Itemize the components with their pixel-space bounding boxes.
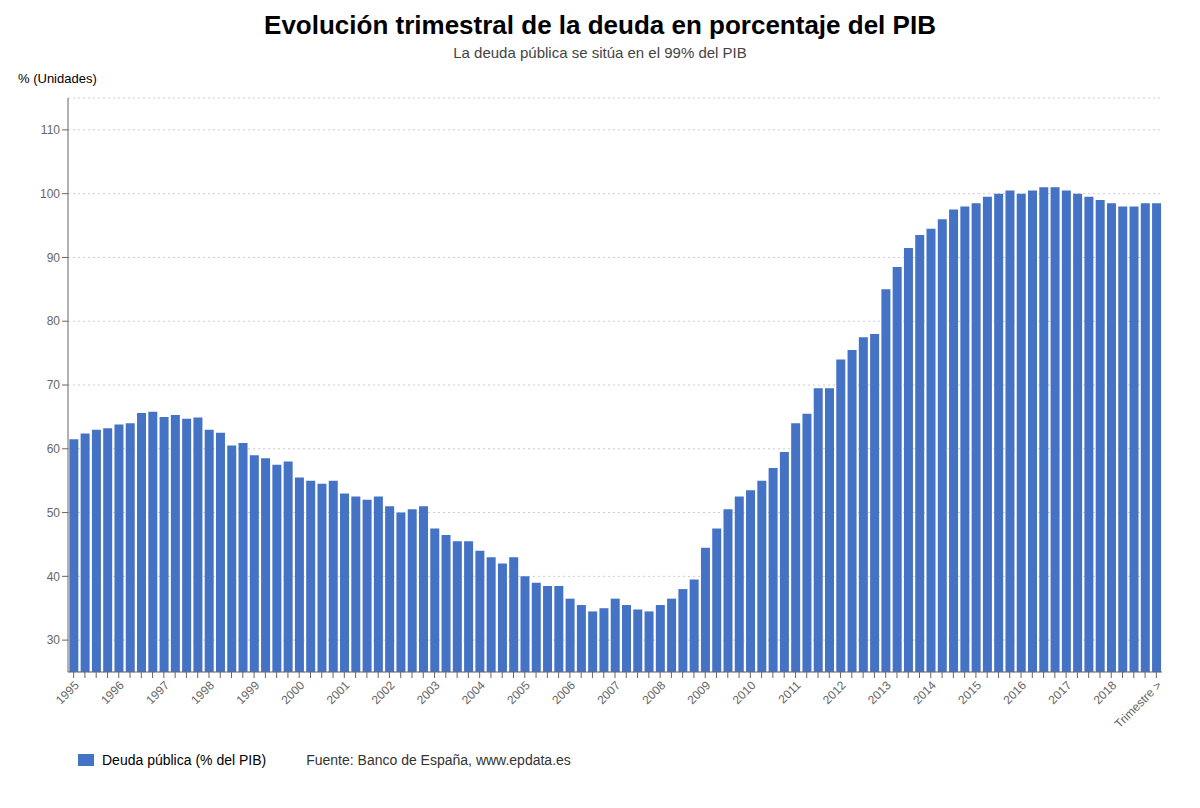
svg-text:2016: 2016 bbox=[1000, 678, 1029, 707]
svg-text:2005: 2005 bbox=[504, 678, 533, 707]
svg-text:60: 60 bbox=[47, 442, 61, 456]
html-text:Deuda pública (% del PIB): Deuda pública (% del PIB) bbox=[102, 752, 267, 768]
svg-text:2008: 2008 bbox=[639, 678, 668, 707]
html-text:Fuente: Banco de España, www.e: Fuente: Banco de España, www.epdata.es bbox=[306, 752, 571, 768]
svg-text:110: 110 bbox=[41, 123, 60, 137]
svg-text:Trimestre >: Trimestre > bbox=[1112, 678, 1165, 731]
svg-text:2001: 2001 bbox=[324, 678, 353, 707]
html-text:% (Unidades): % (Unidades) bbox=[18, 71, 97, 86]
svg-text:2003: 2003 bbox=[414, 678, 443, 707]
svg-text:100: 100 bbox=[40, 187, 60, 201]
svg-text:1997: 1997 bbox=[143, 678, 172, 707]
html-text:La deuda pública se sitúa en e: La deuda pública se sitúa en el 99% del … bbox=[453, 44, 747, 61]
svg-text:70: 70 bbox=[47, 378, 61, 392]
svg-text:2011: 2011 bbox=[775, 678, 803, 706]
svg-text:1995: 1995 bbox=[53, 678, 82, 707]
svg-text:80: 80 bbox=[47, 314, 61, 328]
svg-text:2013: 2013 bbox=[865, 678, 894, 707]
svg-text:2012: 2012 bbox=[820, 678, 849, 707]
svg-text:2018: 2018 bbox=[1091, 678, 1120, 707]
svg-text:2000: 2000 bbox=[279, 678, 308, 707]
svg-text:30: 30 bbox=[47, 633, 61, 647]
svg-text:2010: 2010 bbox=[730, 678, 759, 707]
svg-text:50: 50 bbox=[47, 506, 61, 520]
svg-text:90: 90 bbox=[47, 251, 61, 265]
html-text:Evolución trimestral de la deu: Evolución trimestral de la deuda en porc… bbox=[264, 10, 936, 40]
svg-text:2009: 2009 bbox=[685, 678, 714, 707]
svg-text:2014: 2014 bbox=[910, 678, 939, 707]
svg-text:2004: 2004 bbox=[459, 678, 488, 707]
svg-text:2015: 2015 bbox=[955, 678, 984, 707]
svg-text:2002: 2002 bbox=[369, 678, 398, 707]
svg-text:2017: 2017 bbox=[1045, 678, 1074, 707]
svg-text:1999: 1999 bbox=[233, 678, 262, 707]
svg-text:1998: 1998 bbox=[188, 678, 217, 707]
svg-text:2006: 2006 bbox=[549, 678, 578, 707]
svg-text:40: 40 bbox=[47, 570, 61, 584]
svg-text:2007: 2007 bbox=[594, 678, 623, 707]
svg-text:1996: 1996 bbox=[98, 678, 127, 707]
